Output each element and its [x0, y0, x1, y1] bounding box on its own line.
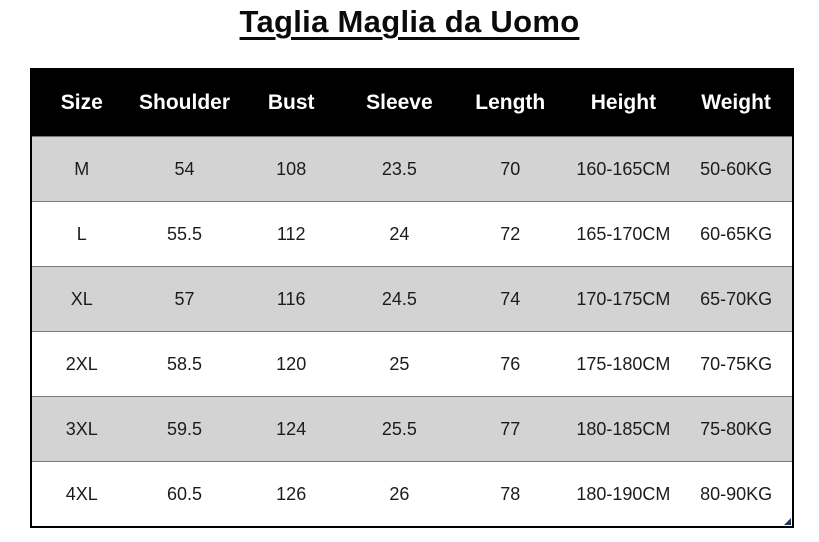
- cell-bust: 108: [276, 158, 307, 179]
- cell-sleeve: 23.5: [381, 158, 417, 179]
- col-header-weight: Weight: [680, 69, 793, 137]
- size-chart-table-container: Size Shoulder Bust Sleeve Length Height …: [30, 68, 794, 528]
- cell-shoulder: 54: [174, 158, 195, 179]
- cell-length: 70: [500, 158, 521, 179]
- cell-length: 77: [500, 418, 521, 439]
- cell-size: M: [74, 158, 90, 179]
- col-header-height: Height: [566, 69, 681, 137]
- cell-height: 175-180CM: [576, 353, 671, 374]
- table-header-row: Size Shoulder Bust Sleeve Length Height …: [31, 69, 793, 137]
- cell-bust: 120: [276, 353, 307, 374]
- cell-size: XL: [70, 288, 93, 309]
- cell-sleeve: 24: [389, 223, 410, 244]
- table-row-m: M 54 108 23.5 70 160-165CM 50-60KG: [31, 136, 793, 202]
- cell-length: 74: [500, 288, 521, 309]
- cell-shoulder: 59.5: [167, 418, 203, 439]
- cell-bust: 116: [276, 288, 306, 309]
- cell-sleeve: 25.5: [381, 418, 417, 439]
- cell-height: 160-165CM: [576, 158, 671, 179]
- col-header-shoulder: Shoulder: [131, 69, 238, 137]
- cell-size: 4XL: [65, 483, 98, 504]
- cell-weight: 50-60KG: [700, 158, 773, 179]
- cell-length: 78: [500, 483, 521, 504]
- table-row-3xl: 3XL 59.5 124 25.5 77 180-185CM 75-80KG: [31, 396, 793, 462]
- cell-size: 2XL: [65, 353, 98, 374]
- cell-shoulder: 60.5: [167, 483, 203, 504]
- cell-bust: 124: [276, 418, 307, 439]
- table-row-l: L 55.5 112 24 72 165-170CM 60-65KG: [31, 201, 793, 267]
- cell-shoulder: 57: [174, 288, 195, 309]
- cell-sleeve: 26: [389, 483, 410, 504]
- cell-size: 3XL: [65, 418, 98, 439]
- cell-height: 180-190CM: [576, 483, 671, 504]
- cell-weight: 70-75KG: [700, 353, 773, 374]
- cell-size: L: [76, 223, 87, 244]
- cell-weight: 80-90KG: [700, 483, 773, 504]
- cell-shoulder: 58.5: [167, 353, 203, 374]
- cell-shoulder: 55.5: [167, 223, 203, 244]
- col-header-length: Length: [453, 69, 567, 137]
- cell-weight: 60-65KG: [700, 223, 773, 244]
- cell-weight: 75-80KG: [700, 418, 773, 439]
- cell-height: 180-185CM: [576, 418, 671, 439]
- fill-handle-icon: [784, 518, 791, 525]
- table-row-xl: XL 57 116 24.5 74 170-175CM 65-70KG: [31, 266, 793, 332]
- cell-length: 76: [500, 353, 521, 374]
- cell-bust: 126: [276, 483, 307, 504]
- cell-height: 170-175CM: [576, 288, 671, 309]
- table-row-4xl: 4XL 60.5 126 26 78 180-190CM 80-90KG: [31, 461, 793, 527]
- cell-sleeve: 25: [389, 353, 410, 374]
- table-row-2xl: 2XL 58.5 120 25 76 175-180CM 70-75KG: [31, 331, 793, 397]
- col-header-bust: Bust: [237, 69, 345, 137]
- cell-weight: 65-70KG: [700, 288, 773, 309]
- page-title: Taglia Maglia da Uomo: [239, 4, 580, 39]
- col-header-sleeve: Sleeve: [344, 69, 454, 137]
- cell-length: 72: [500, 223, 521, 244]
- cell-bust: 112: [276, 223, 306, 244]
- cell-sleeve: 24.5: [381, 288, 417, 309]
- col-header-size: Size: [31, 69, 132, 137]
- cell-height: 165-170CM: [576, 223, 671, 244]
- size-chart-table: Size Shoulder Bust Sleeve Length Height …: [30, 68, 794, 528]
